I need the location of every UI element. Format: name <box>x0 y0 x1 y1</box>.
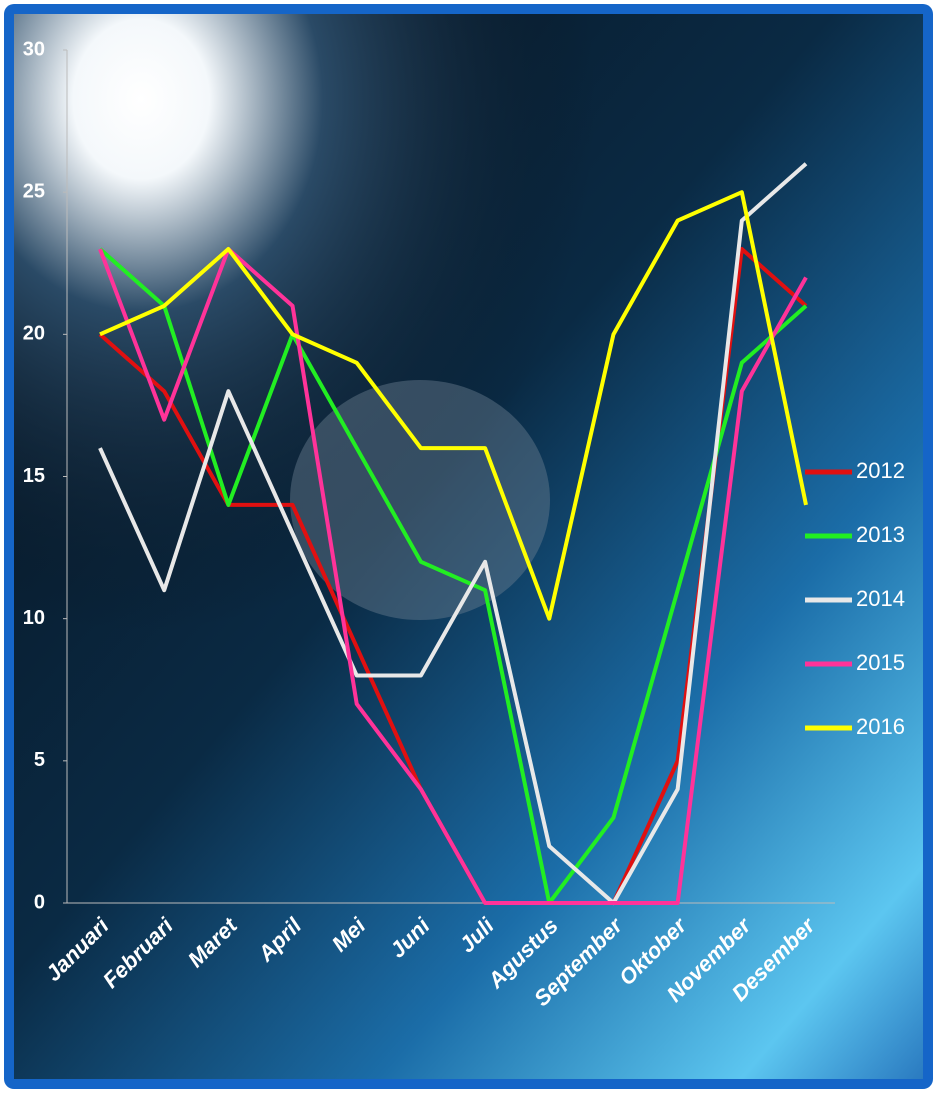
y-tick-label: 0 <box>34 891 45 913</box>
y-tick-label: 30 <box>23 38 45 60</box>
legend-label: 2012 <box>856 458 905 483</box>
series-line <box>98 247 808 905</box>
series-line <box>99 190 808 621</box>
legend-label: 2016 <box>856 714 905 739</box>
series-line <box>98 247 808 905</box>
y-tick-label: 5 <box>34 749 45 771</box>
legend-label: 2013 <box>856 522 905 547</box>
y-tick-label: 25 <box>23 180 45 202</box>
y-tick-label: 15 <box>23 465 45 487</box>
y-tick-label: 20 <box>23 323 45 345</box>
legend-label: 2014 <box>856 586 905 611</box>
legend-label: 2015 <box>856 650 905 675</box>
series-line <box>98 162 808 905</box>
y-tick-label: 10 <box>23 607 45 629</box>
glow <box>14 14 923 1079</box>
